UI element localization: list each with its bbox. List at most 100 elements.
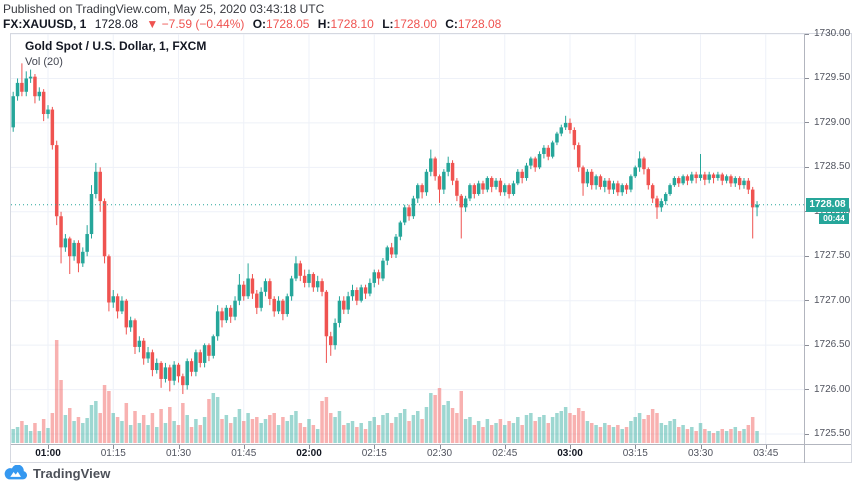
time-axis-tick: [439, 445, 441, 449]
candle-body: [694, 174, 698, 179]
time-axis-tick: [374, 445, 376, 449]
candlestick-volume-canvas: [11, 34, 804, 444]
candle-body: [355, 290, 359, 301]
time-axis[interactable]: 01:00 01:15 01:30 01:45 02:00 02:15 02:30 02:45…: [11, 444, 804, 463]
tradingview-brand[interactable]: TradingView: [33, 465, 111, 481]
volume-bar: [559, 411, 564, 443]
candle-body: [655, 198, 659, 208]
candle-body: [372, 272, 376, 283]
candle-body: [385, 247, 390, 261]
candle-body: [102, 201, 107, 257]
volume-bar: [720, 429, 724, 443]
candle-body: [742, 180, 746, 186]
volume-bar: [329, 413, 333, 443]
candle-body: [494, 180, 498, 187]
volume-bar: [307, 419, 311, 443]
time-axis-label: 01:00: [35, 448, 61, 459]
candle-body: [346, 296, 350, 310]
time-axis-tick: [635, 445, 637, 449]
candle-body: [224, 307, 229, 321]
volume-bar: [668, 421, 672, 443]
candle-body: [437, 176, 442, 190]
volume-bar: [737, 431, 742, 443]
candle-body: [276, 300, 281, 312]
candle-body: [324, 291, 329, 337]
candle-body: [690, 174, 694, 181]
candle-body: [703, 174, 707, 180]
candle-body: [611, 183, 616, 190]
volume-bar: [472, 425, 477, 443]
volume-bar: [672, 419, 677, 443]
candle-body: [172, 364, 176, 381]
candle-body: [15, 82, 20, 97]
volume-bar: [268, 415, 272, 443]
volume-bar: [616, 425, 620, 443]
candle-body: [246, 278, 250, 297]
time-axis-tick: [113, 445, 115, 449]
candle-body: [228, 307, 233, 317]
candle-body: [333, 322, 337, 346]
candle-body: [242, 284, 246, 297]
candle-body: [450, 162, 455, 181]
time-axis-label: 03:30: [687, 448, 714, 459]
volume-bar: [168, 407, 172, 443]
symbol-ticker: FX:XAUUSD, 1: [3, 17, 87, 31]
bar-countdown: 00:44: [819, 212, 849, 224]
candle-body: [581, 167, 585, 184]
candle-body: [707, 174, 711, 180]
candle-body: [650, 185, 655, 199]
volume-bar: [694, 431, 698, 443]
tradingview-logo-icon[interactable]: [3, 464, 28, 481]
candle-body: [433, 158, 437, 177]
volume-bar: [629, 421, 633, 443]
candle-body: [185, 361, 189, 386]
candle-body: [33, 76, 37, 97]
candle-body: [681, 176, 685, 184]
volume-bar: [476, 421, 481, 443]
volume-bar: [389, 423, 394, 443]
volume-bar: [433, 395, 437, 443]
candle-body: [211, 336, 216, 356]
price-axis-tick: [805, 211, 809, 213]
candle-body: [128, 320, 133, 328]
volume-bar: [176, 425, 181, 443]
volume-bar: [703, 429, 707, 443]
volume-bar: [733, 427, 738, 443]
candle-body: [281, 300, 285, 315]
volume-bar: [520, 425, 524, 443]
volume-bar: [507, 421, 511, 443]
candle-body: [150, 352, 155, 371]
price-change-text: ▼ −7.59 (−0.44%): [146, 17, 245, 31]
candle-body: [546, 147, 550, 157]
volume-bar: [381, 415, 385, 443]
volume-bar: [346, 423, 350, 443]
high-label: H:: [317, 17, 331, 31]
volume-bar: [542, 415, 546, 443]
axis-corner: [804, 444, 851, 463]
volume-bar: [746, 425, 751, 443]
volume-bar: [302, 427, 307, 443]
time-axis-label: 03:00: [557, 448, 583, 459]
candle-body: [420, 185, 424, 193]
price-chart-pane[interactable]: Gold Spot / U.S. Dollar, 1, FXCM Vol (20…: [11, 34, 804, 444]
volume-bar: [94, 401, 98, 443]
candle-body: [181, 376, 185, 386]
candle-body: [533, 158, 537, 168]
candle-body: [263, 281, 268, 292]
candle-body: [337, 300, 342, 323]
candle-body: [363, 287, 368, 294]
volume-bar: [311, 425, 316, 443]
volume-bar: [115, 417, 120, 443]
volume-bar: [320, 401, 324, 443]
candle-body: [350, 290, 355, 297]
volume-bar: [63, 415, 68, 443]
price-axis-tick: [805, 122, 809, 124]
candle-body: [250, 278, 255, 294]
volume-bar: [724, 431, 729, 443]
volume-bar: [568, 413, 572, 443]
volume-bar: [259, 423, 263, 443]
price-axis[interactable]: 1728.08 00:44 1730.00 1729.50 1729.00 1728.…: [804, 28, 851, 444]
time-axis-tick: [48, 445, 49, 449]
volume-bar: [294, 411, 298, 443]
